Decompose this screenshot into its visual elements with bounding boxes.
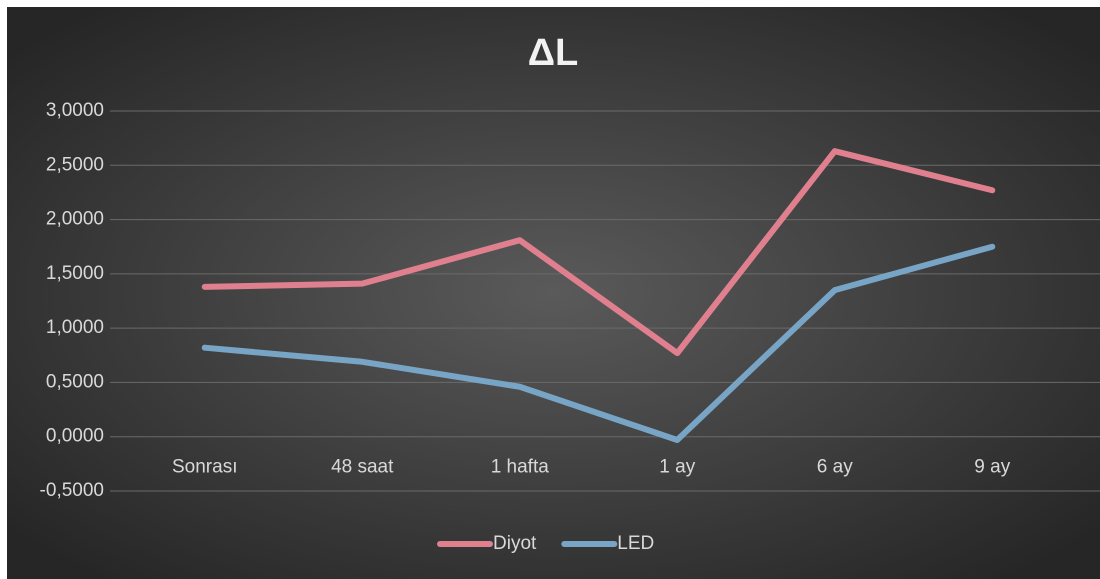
legend-label: Diyot [493, 533, 537, 554]
x-tick-label: 9 ay [974, 457, 1010, 478]
legend-label: LED [617, 533, 654, 554]
chart-title: ΔL [528, 32, 579, 74]
x-tick-label: Sonrası [172, 457, 237, 478]
y-tick-label: -0,5000 [40, 480, 104, 501]
y-tick-label: 0,5000 [46, 371, 104, 392]
y-tick-label: 1,5000 [46, 263, 104, 284]
x-tick-label: 6 ay [817, 457, 853, 478]
series-line [201, 243, 996, 443]
x-tick-label: 48 saat [331, 457, 394, 478]
x-tick-label: 1 ay [659, 457, 695, 478]
series-line [201, 148, 996, 357]
y-tick-label: 2,5000 [46, 154, 104, 175]
y-tick-label: 1,0000 [46, 317, 104, 338]
y-tick-label: 0,0000 [46, 426, 104, 447]
y-tick-label: 3,0000 [46, 100, 104, 121]
x-tick-label: 1 hafta [491, 457, 550, 478]
y-tick-label: 2,0000 [46, 209, 104, 230]
chart-background [7, 7, 1100, 579]
